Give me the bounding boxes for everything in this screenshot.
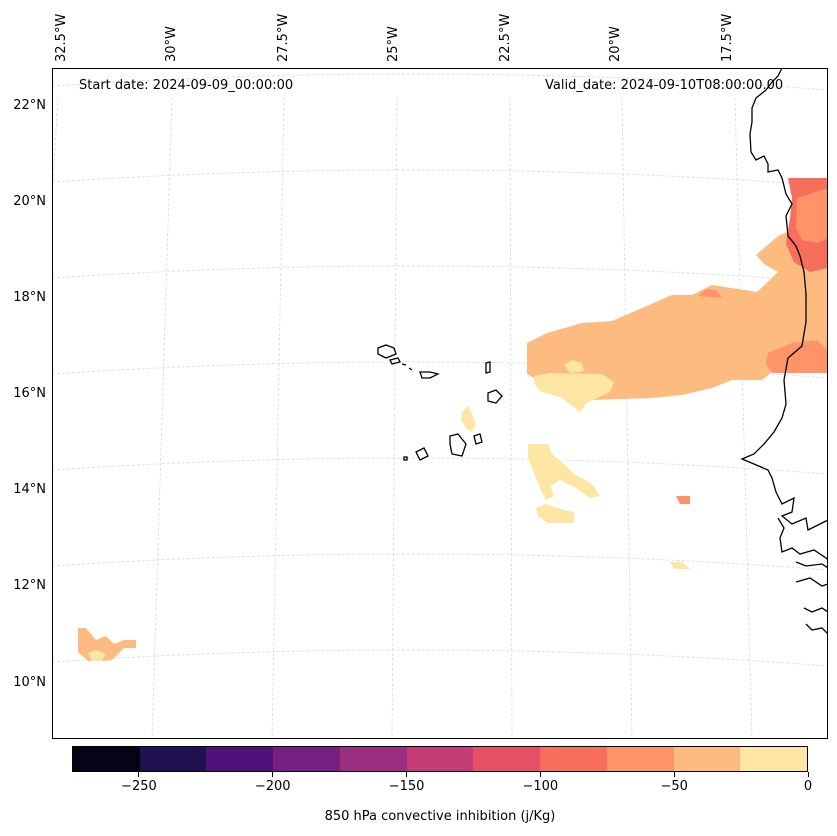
lon-label-30w: 30°W <box>164 26 179 62</box>
colorbar-title: 850 hPa convective inhibition (j/Kg) <box>324 809 556 824</box>
lon-label-32-5w: 32.5°W <box>54 13 69 62</box>
colorbar-segment <box>740 747 808 771</box>
frame-top <box>52 68 828 69</box>
cin-pale-yellow-hole <box>564 360 584 373</box>
cin-pale-yellow-small <box>536 504 574 523</box>
lat-label-16n: 16°N <box>13 386 46 401</box>
africa-coastline <box>740 68 827 531</box>
lat-label-10n: 10°N <box>13 675 46 690</box>
cin-orange-tiny <box>676 496 690 504</box>
lat-label-14n: 14°N <box>13 482 46 497</box>
colorbar <box>72 746 808 772</box>
colorbar-tick-label: 0 <box>803 779 813 794</box>
cin-orange-coast <box>766 340 827 373</box>
colorbar-tick-label: −200 <box>254 779 291 794</box>
cin-pale-yellow-patch <box>534 373 614 412</box>
colorbar-segment <box>273 747 340 771</box>
santo-antao-island <box>377 344 397 359</box>
graticule <box>52 73 827 738</box>
colorbar-segment <box>540 747 607 771</box>
lon-label-17-5w: 17.5°W <box>720 13 735 62</box>
colorbar-segment <box>406 747 474 771</box>
colorbar-tick <box>539 772 541 777</box>
colorbar-tick <box>406 772 408 777</box>
lat-label-18n: 18°N <box>13 290 46 305</box>
cin-light-orange-sw <box>78 628 136 661</box>
map-panel <box>52 68 828 739</box>
colorbar-tick <box>673 772 675 777</box>
colorbar-segment <box>73 747 140 771</box>
colorbar-segment <box>139 747 207 771</box>
cin-orange-north <box>796 188 827 243</box>
cin-pale-yellow-streak <box>528 444 600 500</box>
colorbar-tick <box>272 772 274 777</box>
cin-pale-yellow-tiny <box>670 562 690 569</box>
cin-pale-yellow-cv <box>461 406 476 432</box>
cin-pale-yellow-sw <box>88 650 106 661</box>
cin-band-light-orange <box>527 178 827 400</box>
colorbar-tick <box>138 772 140 777</box>
colorbar-tick <box>807 772 809 777</box>
frame-left <box>52 68 53 739</box>
lat-label-22n: 22°N <box>13 98 46 113</box>
colorbar-tick-label: −100 <box>522 779 559 794</box>
lat-label-20n: 20°N <box>13 194 46 209</box>
lon-label-27-5w: 27.5°W <box>276 13 291 62</box>
colorbar-segment <box>339 747 407 771</box>
colorbar-tick-label: −50 <box>660 779 688 794</box>
start-date-label: Start date: 2024-09-09_00:00:00 <box>79 78 294 93</box>
colorbar-segment <box>673 747 741 771</box>
lon-label-25w: 25°W <box>386 26 401 62</box>
cin-orange-spot <box>698 289 722 298</box>
colorbar-segment <box>606 747 674 771</box>
lon-label-20w: 20°W <box>608 26 623 62</box>
colorbar-tick-label: −150 <box>388 779 425 794</box>
cin-contours <box>78 178 827 661</box>
lon-label-22-5w: 22.5°W <box>498 13 513 62</box>
coastlines <box>377 68 827 634</box>
map-canvas <box>52 68 827 738</box>
colorbar-segment <box>473 747 541 771</box>
valid-date-label: Valid_date: 2024-09-10T08:00:00.00 <box>545 78 784 93</box>
colorbar-segment <box>206 747 274 771</box>
lat-label-12n: 12°N <box>13 578 46 593</box>
colorbar-tick-label: −250 <box>121 779 157 794</box>
